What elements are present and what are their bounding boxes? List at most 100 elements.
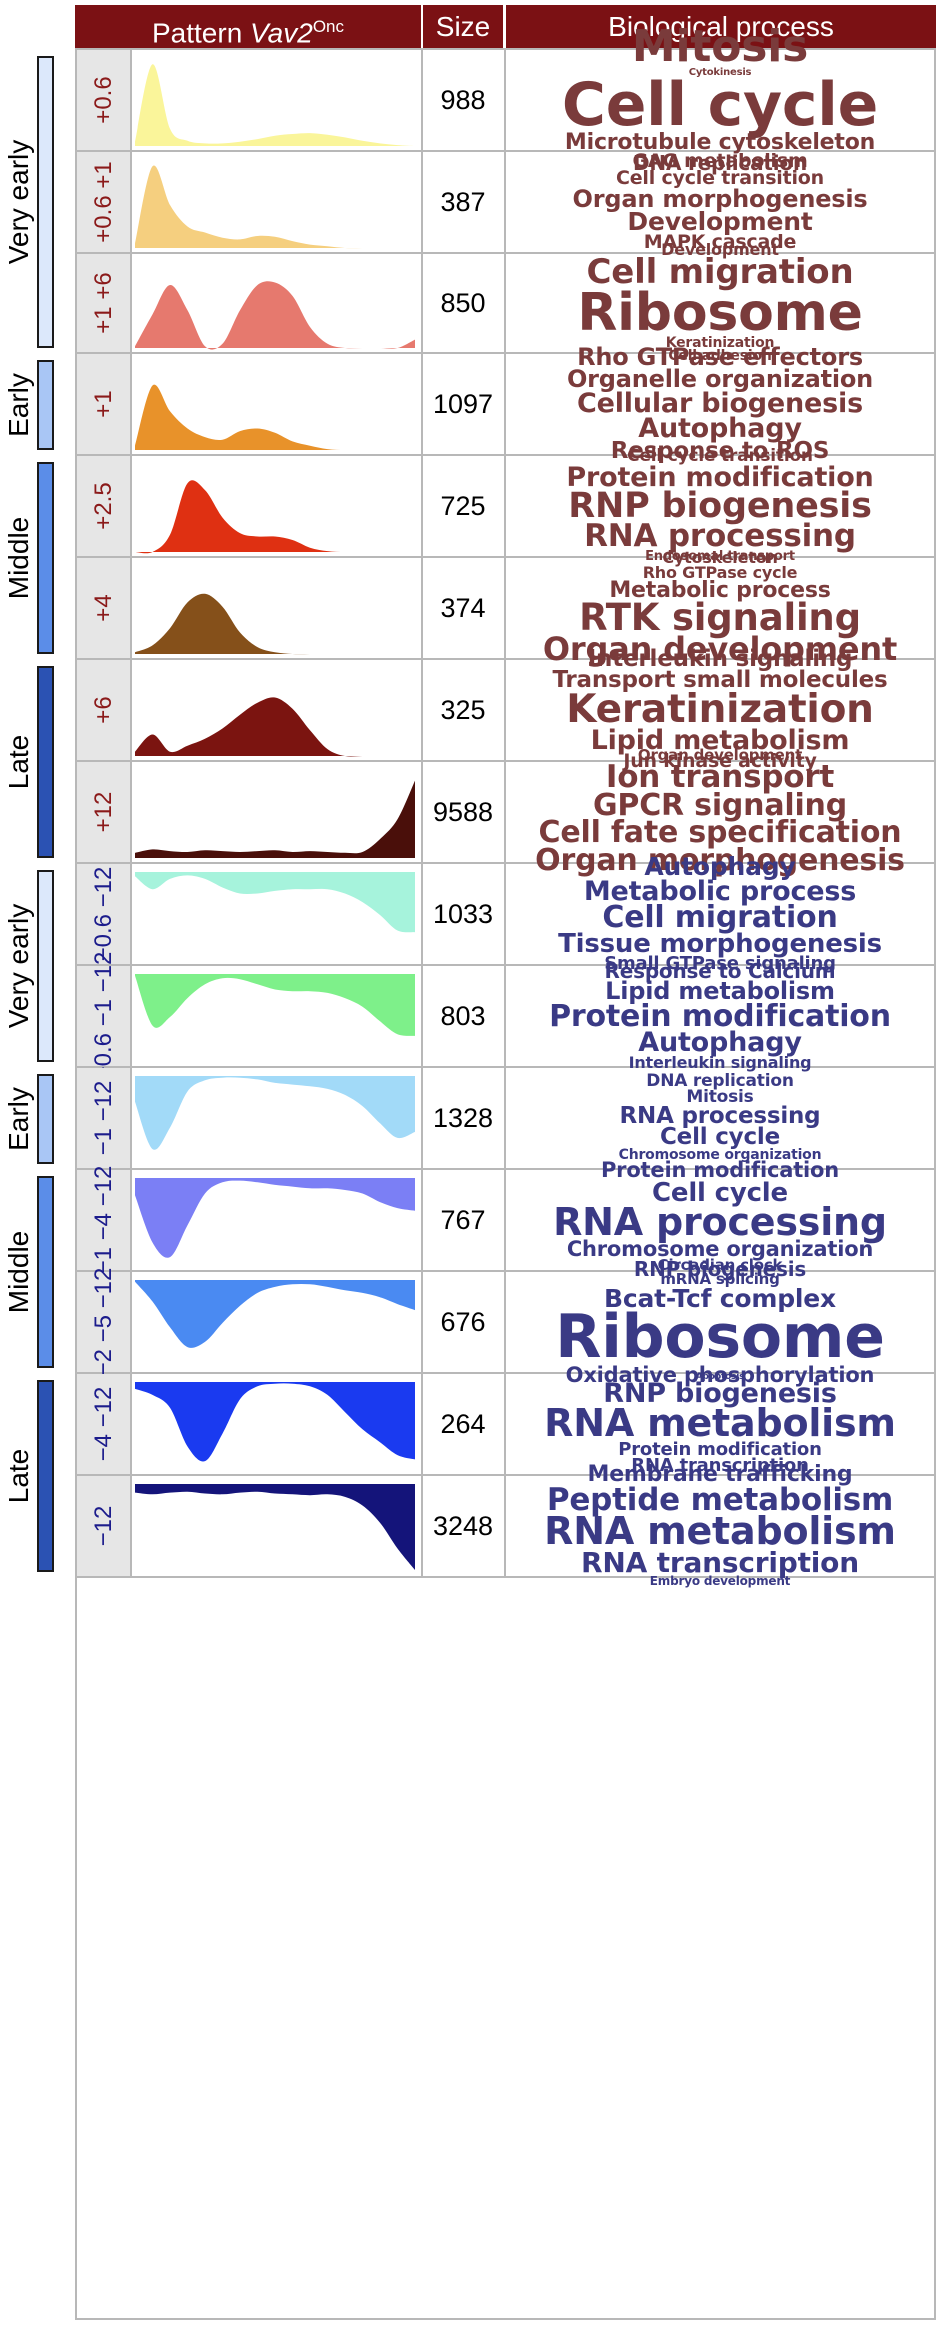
process-term: Mitosis — [631, 21, 809, 73]
pattern-area — [135, 1178, 415, 1258]
process-term: MAPK cascade — [643, 230, 797, 253]
pattern-label: +2.5 — [89, 482, 117, 530]
process-word-cloud: Autophagy Metabolic process Cell migration… — [506, 854, 934, 972]
stage-bar — [37, 1074, 54, 1164]
column-divider — [504, 1476, 506, 1576]
pattern-profile — [135, 1280, 415, 1348]
pattern-label-cell: −12 — [77, 1476, 130, 1576]
pattern-profile — [135, 1178, 415, 1258]
process-term: Cell migration — [602, 899, 838, 935]
column-divider — [130, 762, 132, 862]
process-term: Organ morphogenesis — [572, 185, 868, 214]
process-term: RNA metabolism — [544, 1401, 896, 1446]
table-row: −1 −4 −12 767 Protein modification Cell cyc… — [77, 1160, 934, 1279]
process-term: Endosomal transport — [645, 549, 795, 565]
pattern-area — [135, 974, 415, 1036]
cluster-size: 767 — [440, 1205, 486, 1235]
pattern-area — [135, 64, 415, 146]
pattern-profile — [135, 697, 415, 757]
process-term: Tissue morphogenesis — [558, 928, 882, 959]
pattern-label-cell: −0.6 −12 — [77, 864, 130, 964]
stage-label: Late — [3, 734, 34, 790]
cluster-size: 1097 — [432, 389, 494, 419]
process-term: RNP biogenesis — [633, 1256, 807, 1281]
column-divider — [504, 456, 506, 556]
cluster-size: 676 — [440, 1307, 486, 1337]
stage-label: Very early — [3, 903, 34, 1029]
column-divider — [504, 152, 506, 252]
column-divider — [130, 966, 132, 1066]
column-divider — [130, 864, 132, 964]
header-size: Size — [423, 5, 503, 48]
stage-label: Late — [3, 1448, 34, 1504]
column-divider — [130, 1374, 132, 1474]
column-divider — [421, 254, 423, 352]
process-term: Metabolic process — [583, 875, 857, 907]
process-word-cloud: Response to Calcium Lipid metabolism Prote… — [506, 961, 934, 1070]
stage-bar — [37, 666, 54, 858]
column-divider — [504, 354, 506, 454]
stage-bar — [37, 870, 54, 1062]
cluster-size: 1033 — [432, 899, 494, 929]
stage-bar — [37, 360, 54, 450]
process-term: Organ development — [637, 745, 803, 764]
column-divider — [504, 1170, 506, 1270]
pattern-label-cell: +2.5 — [77, 456, 130, 556]
cluster-size: 725 — [440, 491, 486, 521]
column-divider — [130, 50, 132, 150]
stage-label: Early — [3, 1087, 34, 1151]
process-word-cloud: Cytoskeleton Rho GTPase cycle Metabolic pr… — [506, 549, 934, 665]
column-divider — [130, 152, 132, 252]
column-divider — [421, 1170, 423, 1270]
pattern-profile — [135, 281, 415, 350]
column-divider — [421, 456, 423, 556]
cluster-size: 387 — [440, 187, 486, 217]
cluster-size: 3248 — [432, 1511, 494, 1541]
pattern-profile — [135, 64, 415, 146]
process-term: Cell adhesion — [668, 348, 772, 365]
stage-label: Middle — [3, 516, 34, 600]
stage-bar — [37, 56, 54, 348]
process-word-cloud: Apoptosis RNP biogenesis RNA metabolism Pro… — [506, 1372, 934, 1475]
column-divider — [504, 762, 506, 862]
pattern-label: −0.6 −1 −12 — [89, 951, 117, 1081]
column-divider — [130, 1170, 132, 1270]
process-term: Protein modification — [618, 1438, 822, 1460]
column-divider — [504, 1068, 506, 1168]
column-divider — [130, 456, 132, 556]
process-term: Circadian clock — [657, 1255, 783, 1274]
process-term: Cell cycle transition — [616, 167, 824, 190]
process-term: Rho GTPase cycle — [642, 562, 798, 582]
table-row: −12 3248 Membrane trafficking Peptide metab… — [77, 1463, 934, 1587]
column-divider — [421, 1476, 423, 1576]
pattern-profile — [135, 384, 415, 451]
process-word-cloud: Organ development Ion transport GPCR signa… — [506, 747, 934, 875]
table-row: +0.6 988 Mitosis Cytokinesis Cell cycle Micro… — [77, 25, 934, 173]
process-term: Development — [661, 239, 779, 259]
pattern-label-cell: −4 −12 — [77, 1374, 130, 1474]
column-divider — [421, 50, 423, 150]
pattern-label: +6 — [89, 696, 117, 724]
process-term: Ribosome — [577, 283, 863, 344]
table-row: −1 −12 1328 DNA replication Mitosis RNA proc… — [77, 1068, 934, 1170]
process-term: Autophagy — [638, 1027, 802, 1059]
process-term: Embryo development — [649, 1573, 791, 1588]
process-term: Peptide metabolism — [546, 1481, 894, 1518]
process-term: Cell cycle — [561, 69, 879, 140]
process-word-cloud: Protein modification Cell cycle RNA proces… — [506, 1160, 934, 1279]
column-divider — [421, 762, 423, 862]
process-term: Chromosome organization — [566, 1237, 874, 1262]
column-divider — [504, 50, 506, 150]
table-grid — [75, 48, 936, 2320]
column-divider — [421, 966, 423, 1066]
process-term: Cell cycle — [652, 1177, 788, 1208]
process-term: Keratinization — [665, 335, 775, 352]
pattern-area — [135, 1484, 415, 1570]
process-term: Jun kinase activity — [623, 750, 817, 773]
process-term: Lipid metabolism — [605, 977, 835, 1006]
process-term: DNA replication — [633, 150, 807, 175]
pattern-profile — [135, 1484, 415, 1570]
stage-bar — [37, 1176, 54, 1368]
pattern-area — [135, 780, 415, 858]
